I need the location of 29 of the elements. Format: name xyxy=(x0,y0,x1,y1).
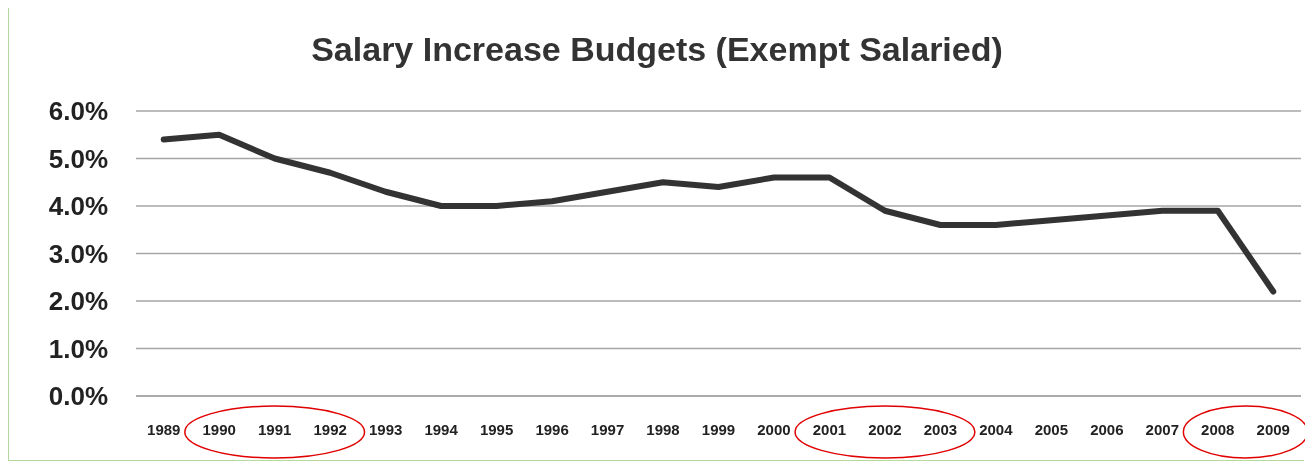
y-tick-label: 0.0% xyxy=(48,381,108,412)
y-tick-label: 4.0% xyxy=(48,191,108,222)
x-tick-label: 2006 xyxy=(1090,420,1124,438)
x-tick-label: 1997 xyxy=(590,420,625,438)
x-tick-label: 2004 xyxy=(979,420,1014,438)
x-tick-label: 1992 xyxy=(313,420,347,438)
y-tick-label: 6.0% xyxy=(48,96,108,127)
x-tick-label: 1990 xyxy=(202,420,236,438)
chart-title: Salary Increase Budgets (Exempt Salaried) xyxy=(310,30,1004,69)
y-tick-label: 1.0% xyxy=(48,333,108,364)
y-tick-label: 3.0% xyxy=(48,238,108,269)
y-tick-label: 5.0% xyxy=(48,143,108,174)
x-tick-label: 1989 xyxy=(147,420,181,438)
x-tick-label: 1996 xyxy=(535,420,569,438)
x-tick-label: 2005 xyxy=(1034,420,1069,438)
x-tick-label: 1993 xyxy=(368,420,403,438)
x-tick-label: 2003 xyxy=(923,420,958,438)
x-tick-label: 1991 xyxy=(258,420,292,438)
y-tick-label: 2.0% xyxy=(48,286,108,317)
x-tick-label: 1995 xyxy=(479,420,514,438)
x-tick-label: 2007 xyxy=(1145,420,1179,438)
x-tick-label: 2002 xyxy=(868,420,902,438)
x-tick-label: 1998 xyxy=(646,420,680,438)
x-tick-label: 2009 xyxy=(1256,420,1290,438)
x-tick-label: 2001 xyxy=(812,420,847,438)
x-tick-label: 2000 xyxy=(757,420,791,438)
x-tick-label: 1999 xyxy=(701,420,736,438)
x-tick-label: 1994 xyxy=(424,420,459,438)
x-tick-label: 2008 xyxy=(1201,420,1235,438)
